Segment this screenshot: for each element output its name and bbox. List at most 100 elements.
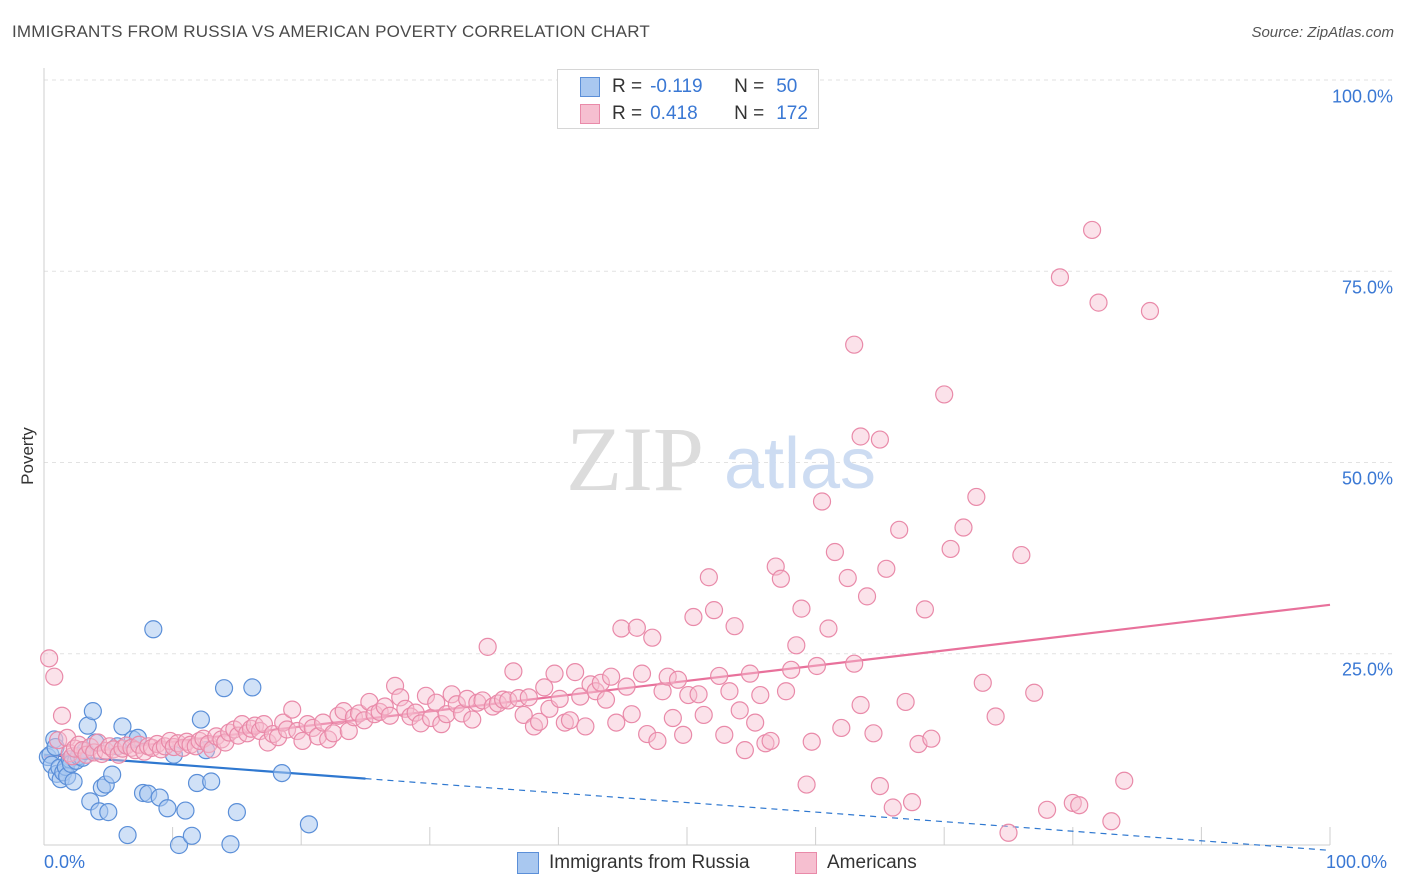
legend-swatch-blue	[580, 77, 600, 97]
data-point-americans	[787, 636, 806, 655]
data-point-americans	[607, 713, 626, 732]
data-point-americans	[380, 706, 400, 725]
data-point-americans	[638, 724, 657, 744]
data-point-americans	[1025, 683, 1044, 702]
data-point-americans	[684, 607, 703, 627]
data-point-americans	[308, 727, 328, 746]
data-point-americans	[591, 673, 610, 692]
y-tick-label-100: 100.0%	[1331, 86, 1393, 107]
data-point-russia	[99, 803, 118, 822]
bottom-legend-swatch-blue	[517, 852, 539, 874]
data-point-americans	[245, 716, 265, 735]
y-tick-label-25: 25.0%	[1341, 659, 1393, 680]
legend-n-value: 50	[776, 76, 798, 97]
data-point-americans	[715, 725, 734, 744]
data-point-americans	[730, 701, 749, 720]
data-point-americans	[1115, 771, 1134, 790]
data-point-americans	[622, 705, 641, 724]
data-point-americans	[877, 559, 896, 578]
data-point-americans	[632, 664, 652, 683]
data-point-americans	[674, 725, 693, 744]
data-point-americans	[1082, 220, 1102, 240]
data-point-americans	[40, 649, 59, 668]
legend-r-label: R =	[612, 103, 643, 124]
data-point-americans	[334, 702, 353, 721]
data-point-americans	[870, 776, 890, 796]
data-point-americans	[725, 617, 744, 636]
data-point-americans	[771, 569, 790, 588]
legend-row-russia: R = -0.119 N = 50	[580, 74, 797, 100]
data-point-americans	[922, 729, 941, 748]
y-tick-label-50: 50.0%	[1341, 468, 1393, 489]
data-point-americans	[663, 708, 682, 728]
data-point-americans	[870, 430, 890, 449]
data-point-russia	[113, 717, 132, 736]
data-point-americans	[782, 660, 801, 679]
data-point-americans	[694, 705, 713, 725]
data-point-russia	[64, 772, 83, 791]
data-point-americans	[617, 677, 636, 696]
data-point-americans	[514, 705, 533, 725]
data-point-americans	[751, 685, 770, 705]
data-point-americans	[807, 656, 826, 676]
data-point-americans	[802, 732, 821, 751]
data-point-americans	[483, 697, 502, 716]
data-point-americans	[45, 667, 64, 686]
watermark-zip: ZIP	[566, 408, 704, 510]
data-point-russia	[272, 763, 292, 783]
data-point-americans	[864, 724, 883, 743]
data-point-americans	[935, 385, 954, 404]
y-tick-label-75: 75.0%	[1341, 277, 1393, 298]
bottom-legend-label-russia: Immigrants from Russia	[549, 852, 750, 873]
zipatlas-watermark: ZIP atlas	[566, 408, 876, 510]
data-point-americans	[720, 682, 739, 701]
data-point-americans	[385, 676, 405, 695]
data-point-americans	[1012, 545, 1031, 565]
data-point-americans	[689, 685, 708, 704]
series-americans	[40, 220, 1160, 842]
data-point-americans	[941, 539, 960, 559]
data-point-americans	[263, 724, 283, 744]
data-point-americans	[602, 667, 621, 686]
data-point-americans	[851, 427, 870, 446]
data-point-americans	[550, 689, 569, 708]
axes	[43, 68, 1331, 846]
watermark-atlas: atlas	[724, 424, 876, 504]
data-point-americans	[761, 731, 780, 751]
correlation-legend: R = -0.119 N = 50 R = 0.418 N = 172	[557, 69, 819, 129]
data-point-russia	[83, 702, 102, 721]
data-point-russia	[299, 815, 319, 834]
data-point-americans	[735, 741, 754, 760]
bottom-legend-label-americans: Americans	[827, 852, 917, 873]
data-point-americans	[288, 721, 307, 741]
bottom-legend-russia: Immigrants from Russia	[517, 852, 750, 874]
data-point-russia	[214, 679, 234, 698]
data-point-americans	[463, 710, 482, 729]
data-point-americans	[746, 713, 765, 732]
data-point-americans	[339, 721, 358, 741]
data-point-americans	[375, 697, 394, 716]
data-point-russia	[227, 803, 246, 822]
legend-swatch-pink	[580, 104, 600, 124]
trend-line-russia-dashed	[365, 778, 1331, 851]
legend-n-value: 172	[776, 103, 808, 124]
data-point-americans	[391, 688, 410, 707]
data-point-americans	[427, 693, 446, 712]
data-point-americans	[915, 600, 935, 619]
data-point-americans	[566, 663, 585, 682]
data-point-americans	[355, 711, 374, 730]
data-point-americans	[519, 688, 538, 707]
data-point-americans	[612, 619, 631, 638]
chart-title: IMMIGRANTS FROM RUSSIA VS AMERICAN POVER…	[12, 22, 650, 41]
data-point-americans	[494, 690, 513, 709]
data-point-americans	[710, 666, 729, 686]
data-point-americans	[627, 618, 646, 637]
data-point-americans	[596, 690, 616, 709]
data-point-americans	[324, 724, 343, 743]
data-point-americans	[447, 695, 466, 714]
data-point-americans	[832, 718, 851, 738]
data-point-russia	[118, 825, 137, 845]
grid-lines	[44, 79, 1395, 655]
series-immigrants-from-russia	[38, 620, 319, 855]
data-point-americans	[699, 568, 718, 587]
